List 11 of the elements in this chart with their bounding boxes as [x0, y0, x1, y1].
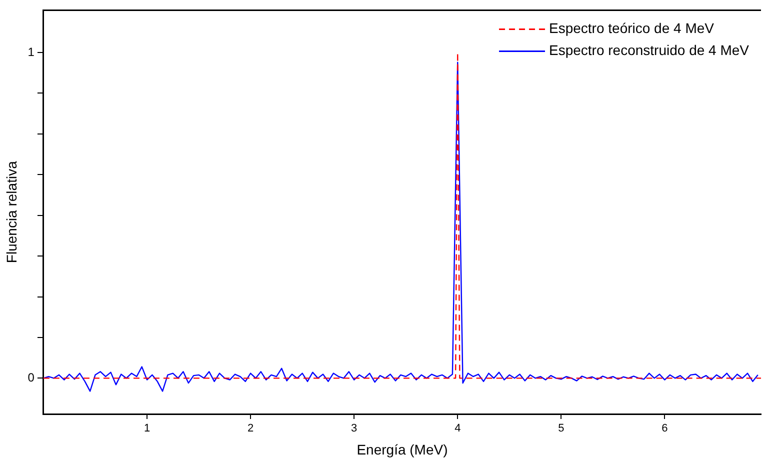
x-tick-label: 4 — [454, 422, 461, 435]
y-axis-title: Fluencia relativa — [3, 160, 20, 264]
x-tick-label: 1 — [144, 422, 150, 435]
legend-label: Espectro reconstruido de 4 MeV — [549, 42, 750, 58]
x-tick-label: 2 — [247, 422, 254, 435]
x-tick-label: 5 — [558, 422, 564, 435]
x-axis-title: Energía (MeV) — [356, 441, 448, 458]
legend-label: Espectro teórico de 4 MeV — [549, 20, 715, 36]
y-tick-label: 0 — [28, 370, 35, 384]
x-tick-label: 6 — [662, 422, 668, 435]
x-tick-label: 3 — [351, 422, 358, 435]
